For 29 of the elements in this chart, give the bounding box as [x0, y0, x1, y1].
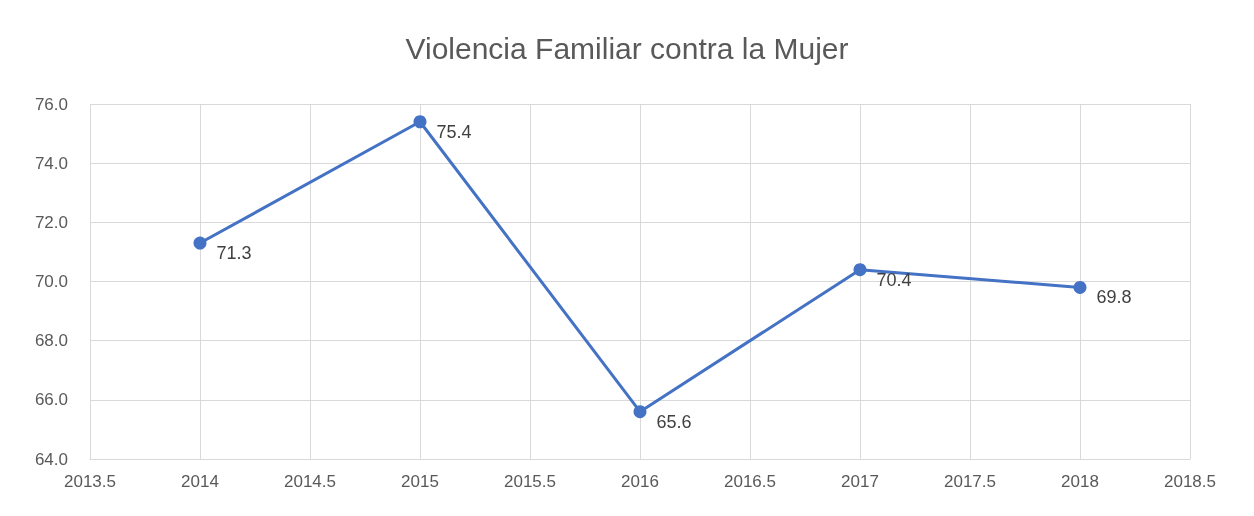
point — [413, 115, 427, 129]
data-label: 71.3 — [216, 243, 252, 264]
data-label: 65.6 — [656, 411, 692, 432]
data-label: 70.4 — [876, 269, 912, 290]
x-tick-label: 2016 — [621, 472, 659, 491]
y-tick-label: 72.0 — [34, 212, 68, 232]
data-label: 69.8 — [1096, 287, 1132, 308]
x-tick-label: 2014.5 — [284, 472, 336, 491]
x-tick-label: 2018 — [1061, 472, 1099, 491]
y-tick-label: 70.0 — [34, 272, 68, 291]
y-tick-label: 66.0 — [34, 390, 68, 410]
chart-title: Violencia Familiar contra la Mujer — [405, 31, 849, 65]
x-tick-label: 2017 — [841, 472, 879, 491]
x-tick-label: 2015 — [401, 472, 439, 491]
point — [853, 263, 867, 277]
data-label: 75.4 — [436, 121, 472, 142]
y-tick-label: 64.0 — [34, 449, 68, 469]
x-tick-label: 2015.5 — [504, 472, 556, 491]
point — [193, 236, 207, 250]
x-tick-label: 2017.5 — [944, 472, 996, 491]
x-tick-label: 2014 — [181, 472, 219, 491]
y-tick-label: 74.0 — [34, 153, 68, 173]
x-tick-label: 2013.5 — [64, 472, 116, 491]
x-tick-label: 2018.5 — [1164, 472, 1216, 491]
y-tick-label: 76.0 — [34, 94, 68, 114]
point — [1073, 280, 1087, 294]
y-tick-label: 68.0 — [34, 331, 68, 351]
point — [633, 405, 647, 419]
x-tick-label: 2016.5 — [724, 472, 776, 491]
